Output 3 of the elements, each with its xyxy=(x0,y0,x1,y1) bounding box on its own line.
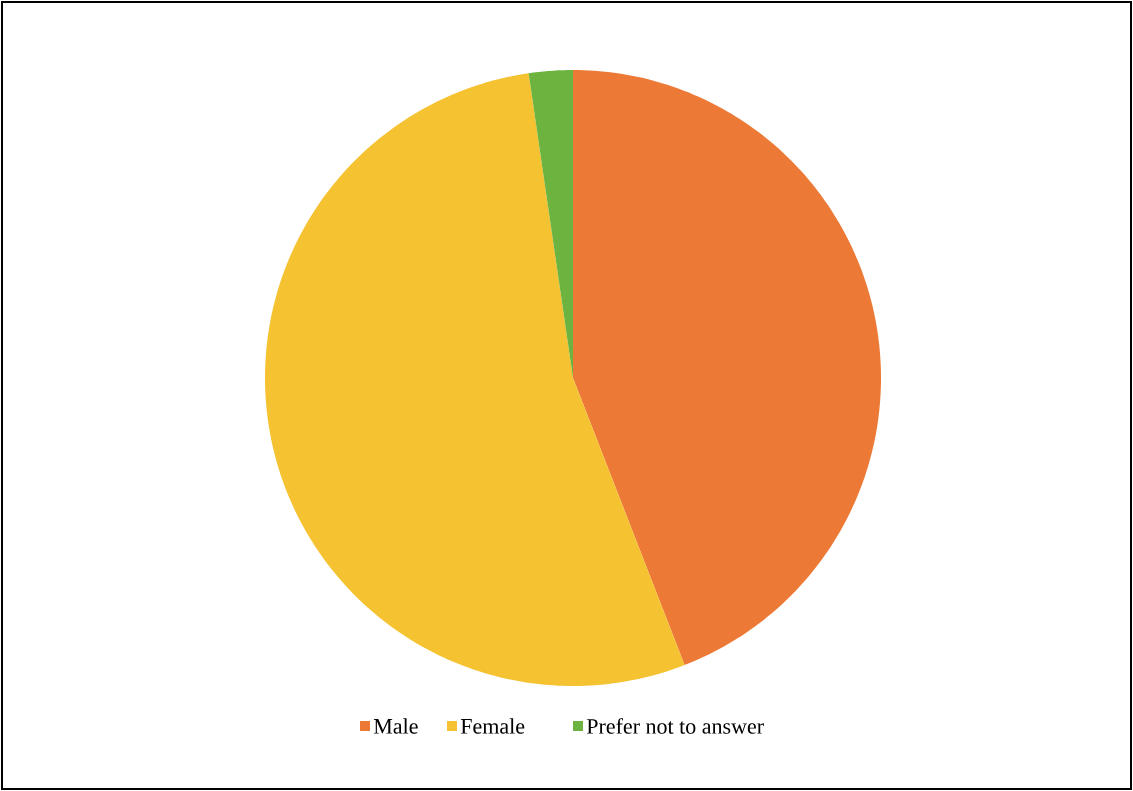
legend-label: Prefer not to answer xyxy=(586,718,764,734)
legend-label: Male xyxy=(373,718,418,734)
legend-label: Female xyxy=(460,718,525,734)
